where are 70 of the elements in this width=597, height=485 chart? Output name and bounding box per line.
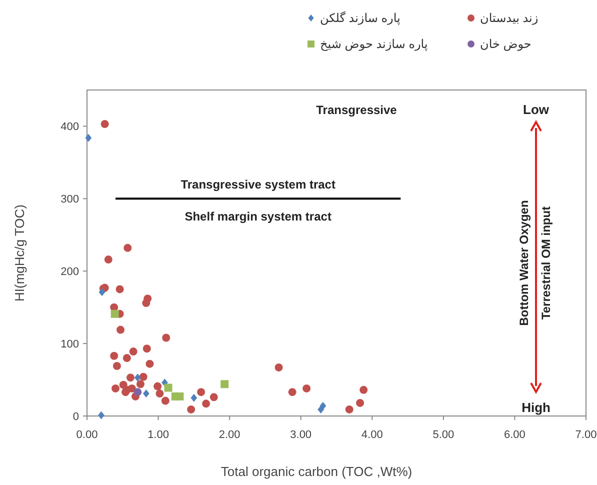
point xyxy=(100,120,109,128)
annotation: Bottom Water Oxygen xyxy=(517,200,531,326)
point xyxy=(356,398,364,407)
point xyxy=(345,405,354,414)
point xyxy=(110,352,118,360)
point xyxy=(124,244,132,252)
point xyxy=(318,405,324,414)
y-tick-label: 300 xyxy=(60,194,79,206)
annotation: Shelf margin system tract xyxy=(184,210,332,224)
point xyxy=(128,384,136,392)
point xyxy=(142,390,150,398)
annotation: Low xyxy=(523,102,550,117)
annotation: Terrestrial OM input xyxy=(539,206,553,320)
x-tick-label: 3.00 xyxy=(290,429,312,441)
point xyxy=(85,134,92,142)
point xyxy=(142,298,150,307)
x-tick-label: 4.00 xyxy=(361,429,383,441)
point xyxy=(202,400,210,408)
point xyxy=(164,384,172,392)
point xyxy=(121,388,130,396)
point xyxy=(302,384,311,392)
point xyxy=(112,362,121,370)
y-tick-label: 400 xyxy=(60,121,79,134)
annotation: High xyxy=(522,400,550,415)
x-axis-title: Total organic carbon (TOC ,Wt%) xyxy=(220,464,412,479)
point xyxy=(154,382,162,390)
point xyxy=(116,285,124,294)
point xyxy=(134,374,141,382)
x-tick-label: 2.00 xyxy=(218,429,240,441)
point xyxy=(161,396,170,405)
point xyxy=(139,372,148,381)
x-tick-label: 5.00 xyxy=(432,429,454,441)
point xyxy=(98,411,104,420)
point xyxy=(110,310,119,318)
x-tick-label: 6.00 xyxy=(504,429,526,441)
y-tick-label: 200 xyxy=(60,266,79,278)
point xyxy=(288,388,296,396)
point xyxy=(274,363,283,372)
annotation: Transgressive xyxy=(316,103,398,117)
y-tick-label: 0 xyxy=(72,411,79,423)
point xyxy=(104,256,112,264)
point xyxy=(220,380,229,388)
legend-label: حوض خان xyxy=(480,37,532,51)
point xyxy=(136,380,144,388)
y-tick-label: 100 xyxy=(60,338,79,351)
point xyxy=(112,384,120,392)
point xyxy=(142,344,151,353)
point xyxy=(134,388,142,396)
point xyxy=(360,386,368,394)
point xyxy=(190,394,198,402)
legend-label: پاره سازند گلکن xyxy=(320,11,400,25)
point xyxy=(187,405,196,414)
x-tick-label: 0.00 xyxy=(76,429,98,441)
point xyxy=(210,393,218,402)
point xyxy=(146,360,154,368)
point xyxy=(129,348,138,356)
point xyxy=(122,354,131,362)
point xyxy=(98,288,106,296)
legend-label: زند بیدستان xyxy=(480,11,538,25)
point xyxy=(197,388,206,396)
point xyxy=(176,392,184,400)
x-tick-label: 1.00 xyxy=(148,429,169,441)
point xyxy=(116,326,125,334)
point xyxy=(126,374,134,382)
annotation: Transgressive system tract xyxy=(180,178,336,192)
point xyxy=(156,390,164,398)
legend-label: پاره سازند حوض شیخ xyxy=(320,37,428,51)
x-tick-label: 7.00 xyxy=(575,429,597,441)
y-axis-title: HI(mgHc/g TOC) xyxy=(12,204,27,302)
point xyxy=(162,334,170,342)
